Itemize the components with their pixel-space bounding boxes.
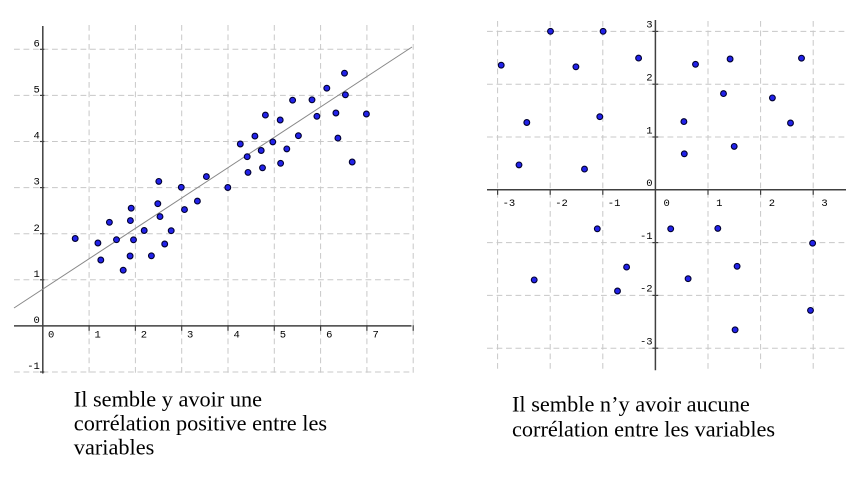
svg-text:2: 2 [141, 330, 147, 342]
svg-text:4: 4 [233, 330, 239, 342]
svg-text:5: 5 [280, 330, 286, 342]
svg-text:3: 3 [187, 330, 193, 342]
svg-text:0: 0 [646, 178, 652, 190]
svg-text:-1: -1 [27, 361, 40, 373]
svg-text:-1: -1 [640, 231, 653, 243]
svg-text:corrélation entre les variable: corrélation entre les variables [512, 417, 775, 442]
svg-text:6: 6 [33, 38, 39, 50]
svg-text:0: 0 [664, 198, 670, 210]
svg-text:variables: variables [74, 434, 154, 459]
svg-text:-1: -1 [608, 198, 621, 210]
svg-text:Il semble n’y avoir aucune: Il semble n’y avoir aucune [512, 392, 750, 417]
svg-text:Il semble y avoir une: Il semble y avoir une [74, 386, 262, 411]
svg-text:1: 1 [716, 198, 722, 210]
svg-text:0: 0 [48, 330, 54, 342]
svg-text:-2: -2 [640, 284, 653, 296]
svg-text:3: 3 [33, 177, 39, 189]
svg-text:6: 6 [326, 330, 332, 342]
svg-text:0: 0 [33, 315, 39, 327]
svg-text:2: 2 [33, 223, 39, 235]
svg-text:1: 1 [94, 330, 100, 342]
svg-text:7: 7 [372, 330, 378, 342]
svg-text:5: 5 [33, 85, 39, 97]
svg-text:-3: -3 [640, 337, 653, 349]
svg-text:3: 3 [646, 20, 652, 32]
svg-text:3: 3 [821, 198, 827, 210]
svg-text:-3: -3 [503, 198, 516, 210]
svg-text:1: 1 [33, 269, 39, 281]
svg-text:corrélation positive entre les: corrélation positive entre les [74, 410, 327, 435]
svg-text:2: 2 [769, 198, 775, 210]
svg-text:4: 4 [33, 131, 39, 143]
svg-text:1: 1 [646, 125, 652, 137]
svg-text:2: 2 [646, 73, 652, 85]
svg-text:-2: -2 [555, 198, 568, 210]
